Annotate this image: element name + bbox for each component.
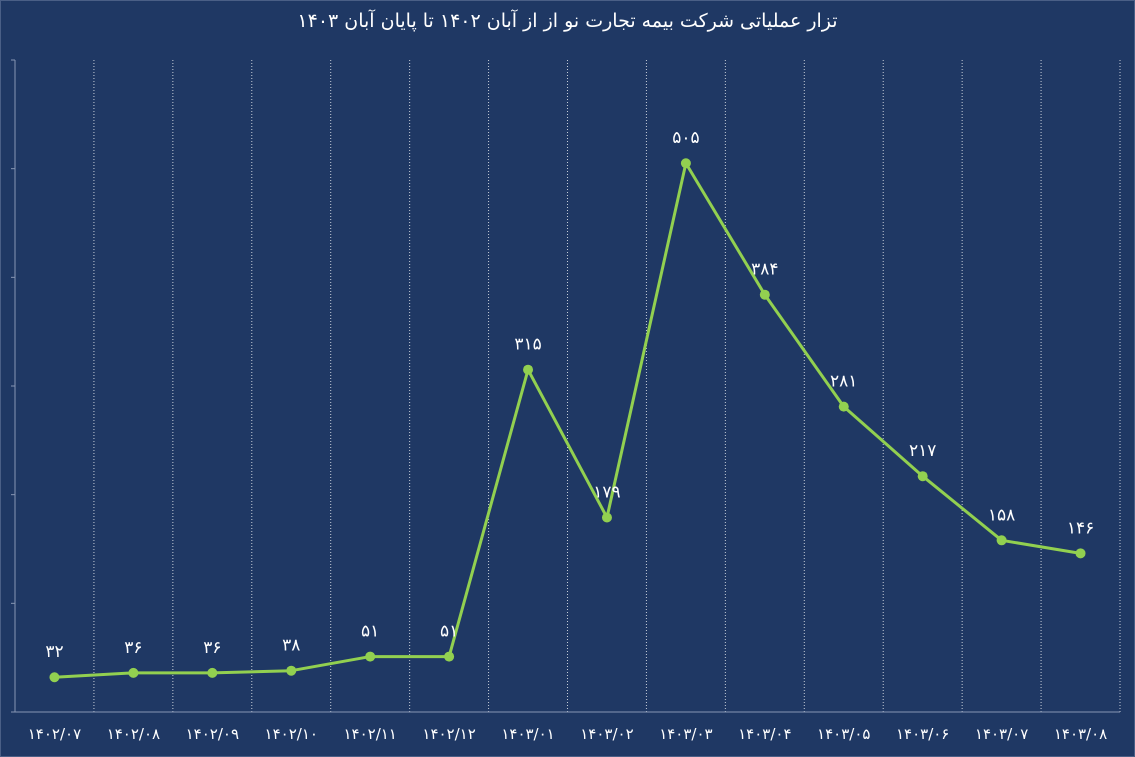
data-point: [601, 512, 612, 523]
x-tick-label: ۱۴۰۳/۰۳: [659, 725, 712, 743]
x-tick-label: ۱۴۰۳/۰۵: [817, 725, 870, 743]
x-tick-label: ۱۴۰۳/۰۲: [580, 725, 633, 743]
x-tick-label: ۱۴۰۲/۰۹: [186, 725, 239, 743]
x-tick-label: ۱۴۰۳/۰۸: [1054, 725, 1107, 743]
data-label: ۳۸: [282, 636, 300, 656]
data-label: ۲۱۷: [909, 441, 936, 461]
data-label: ۳۶: [203, 638, 221, 658]
data-label: ۵۱: [361, 622, 379, 642]
chart-title: تزار عملیاتی شرکت بیمه تجارت نو از از آب…: [297, 10, 838, 32]
data-label: ۵۱: [440, 622, 458, 642]
x-tick-label: ۱۴۰۲/۱۱: [343, 725, 396, 743]
data-point: [838, 401, 849, 412]
x-tick-label: ۱۴۰۳/۰۱: [501, 725, 554, 743]
data-point: [759, 289, 770, 300]
data-point: [444, 651, 455, 662]
x-tick-label: ۱۴۰۳/۰۴: [738, 725, 791, 743]
data-point: [1075, 548, 1086, 559]
x-tick-label: ۱۴۰۲/۰۸: [107, 725, 160, 743]
data-point: [128, 667, 139, 678]
data-point: [996, 535, 1007, 546]
series-line: [54, 161, 1081, 679]
x-tick-label: ۱۴۰۲/۱۲: [422, 725, 475, 743]
x-tick-label: ۱۴۰۳/۰۷: [975, 725, 1028, 743]
data-point: [207, 667, 218, 678]
data-label: ۳۱۵: [514, 335, 541, 355]
x-tick-label: ۱۴۰۲/۰۷: [28, 725, 81, 743]
data-point: [286, 665, 297, 676]
x-tick-label: ۱۴۰۳/۰۶: [896, 725, 949, 743]
data-point: [917, 471, 928, 482]
data-point: [523, 364, 534, 375]
data-label: ۱۷۹: [593, 482, 620, 502]
data-label: ۳۸۴: [751, 260, 778, 280]
data-label: ۲۸۱: [830, 372, 857, 392]
data-label: ۳۶: [124, 638, 142, 658]
data-point: [680, 158, 691, 169]
x-tick-label: ۱۴۰۲/۱۰: [265, 725, 318, 743]
data-label: ۵۰۵: [672, 128, 699, 148]
data-label: ۱۴۶: [1067, 518, 1094, 538]
data-point: [365, 651, 376, 662]
data-label: ۱۵۸: [988, 505, 1015, 525]
data-label: ۳۲: [45, 642, 63, 662]
data-point: [49, 672, 60, 683]
